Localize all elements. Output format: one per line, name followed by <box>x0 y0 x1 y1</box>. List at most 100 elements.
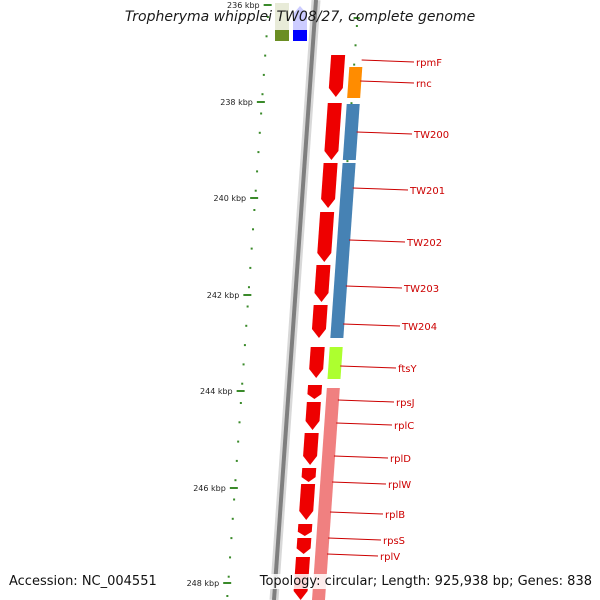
gene-arrow-red <box>296 538 312 554</box>
minor-tick-dot <box>254 189 257 192</box>
minor-tick-dot <box>249 266 252 269</box>
leader-line <box>340 365 397 369</box>
major-tick <box>263 4 272 6</box>
minor-tick-dot <box>354 44 357 47</box>
gene-arrow-red <box>317 212 335 262</box>
leader-line <box>328 537 382 541</box>
gene-arrow-red <box>297 524 313 536</box>
gene-labels: rpmF rnc TW200 TW201 TW202 TW203 TW204 ftsY rpsJ… <box>380 58 449 563</box>
tick-label: 236 kbp <box>227 1 260 10</box>
minor-tick-dot <box>234 479 237 482</box>
gene-arrow-red <box>301 468 317 482</box>
gene-label-rplD: rplD <box>390 454 411 465</box>
minor-tick-dot <box>250 247 253 250</box>
leader-line <box>360 80 415 84</box>
leader-line <box>356 131 413 135</box>
gene-arrow-red <box>309 347 325 378</box>
leader-line <box>352 187 409 191</box>
label-leader-lines <box>327 59 415 557</box>
gene-arrow-red <box>303 433 319 465</box>
accession-text: Accession: NC_004551 <box>7 574 159 589</box>
gene-features <box>275 3 363 600</box>
minor-tick-dot <box>355 25 358 27</box>
leader-line <box>343 323 401 327</box>
minor-tick-dot <box>235 459 238 462</box>
minor-tick-dot <box>237 440 240 443</box>
leader-line <box>361 59 415 63</box>
minor-tick-dot <box>231 517 234 520</box>
gene-label-TW200: TW200 <box>413 130 449 141</box>
minor-tick-dot <box>230 537 233 540</box>
gene-label-rplB: rplB <box>385 510 405 521</box>
map-title: Tropheryma whipplei TW08/27, complete ge… <box>124 9 476 25</box>
gene-box-olive <box>275 30 289 41</box>
gene-label-rpsS: rpsS <box>383 536 405 547</box>
gene-block-blue <box>330 163 356 338</box>
minor-tick-dot <box>253 209 256 211</box>
gene-label-ftsY: ftsY <box>398 364 417 375</box>
major-tick <box>236 390 245 392</box>
minor-tick-dot <box>233 498 236 501</box>
minor-tick-dot <box>252 228 255 231</box>
minor-tick-dot <box>243 344 246 347</box>
leader-line <box>337 399 395 403</box>
genome-backbone <box>269 0 321 600</box>
gene-label-rnc: rnc <box>416 79 432 90</box>
major-tick <box>250 197 259 199</box>
gene-arrow-red <box>311 305 328 338</box>
gene-label-rpmF: rpmF <box>416 58 442 69</box>
leader-line <box>327 553 379 557</box>
major-tick <box>223 582 232 584</box>
gene-label-TW201: TW201 <box>409 186 445 197</box>
gene-block-orange <box>347 67 363 98</box>
minor-tick-dot <box>247 286 250 289</box>
gene-arrow-red <box>307 385 323 399</box>
gene-label-rplW: rplW <box>388 480 411 491</box>
minor-tick-dot <box>350 102 353 105</box>
tick-label: 240 kbp <box>214 194 247 203</box>
minor-tick-dot <box>226 595 229 597</box>
gene-label-rpsJ: rpsJ <box>396 398 415 409</box>
minor-tick-dot <box>264 54 267 57</box>
gene-label-rplC: rplC <box>394 421 414 432</box>
major-tick-inner <box>353 17 360 19</box>
minor-tick-dot <box>260 112 263 115</box>
topology-text: Topology: circular; Length: 925,938 bp; … <box>257 574 594 589</box>
tick-label: 244 kbp <box>200 387 233 396</box>
gene-label-TW203: TW203 <box>403 284 439 295</box>
major-tick <box>256 101 265 103</box>
leader-line <box>336 422 393 426</box>
minor-tick-dot <box>239 402 242 404</box>
minor-tick-dot <box>353 63 356 66</box>
minor-tick-dot <box>266 16 269 18</box>
gene-arrow-red <box>305 402 321 430</box>
leader-line <box>349 239 406 243</box>
gene-block-lime <box>327 347 343 379</box>
minor-tick-dot <box>242 363 245 366</box>
leader-line <box>333 455 389 459</box>
minor-tick-dot <box>261 93 264 96</box>
gene-arrow-red <box>324 103 342 160</box>
gene-label-rplV: rplV <box>380 552 400 563</box>
minor-tick-dot <box>241 382 244 385</box>
gene-arrow-red <box>314 265 331 302</box>
leader-line <box>332 481 387 485</box>
gene-label-TW204: TW204 <box>401 322 437 333</box>
tick-label: 246 kbp <box>193 484 226 493</box>
leader-line <box>345 285 403 289</box>
minor-tick-dot <box>257 151 260 154</box>
leader-line <box>330 511 384 515</box>
minor-tick-dot <box>346 160 349 163</box>
minor-tick-dot <box>245 324 248 327</box>
gene-block-pink <box>312 388 340 600</box>
minor-tick-dot <box>238 421 241 424</box>
minor-tick-dot <box>227 575 230 578</box>
gene-block-blue <box>342 104 360 160</box>
tick-label: 242 kbp <box>207 291 240 300</box>
gene-arrow-red <box>321 163 338 208</box>
minor-tick-dot <box>265 35 268 38</box>
minor-tick-dot <box>229 556 232 559</box>
tick-label: 248 kbp <box>187 579 220 588</box>
minor-tick-dot <box>256 170 259 173</box>
